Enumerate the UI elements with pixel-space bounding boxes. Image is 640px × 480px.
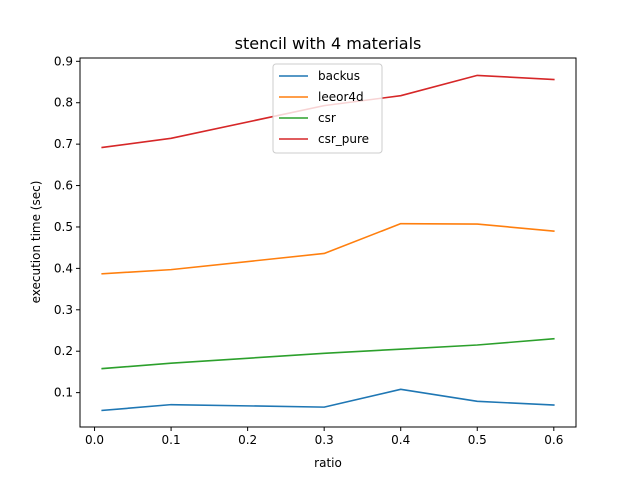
y-tick-label: 0.2 xyxy=(54,344,73,358)
x-tick-label: 0.4 xyxy=(391,433,410,447)
series-line-leeor4d xyxy=(101,222,555,275)
x-tick-label: 0.2 xyxy=(238,433,257,447)
x-tick-label: 0.3 xyxy=(315,433,334,447)
series-line-backus xyxy=(101,388,555,412)
x-tick-label: 0.0 xyxy=(85,433,104,447)
x-axis-label: ratio xyxy=(314,456,342,470)
x-tick-label: 0.6 xyxy=(544,433,563,447)
legend-label: csr_pure xyxy=(318,132,369,146)
y-tick-label: 0.5 xyxy=(54,220,73,234)
x-tick-label: 0.1 xyxy=(162,433,181,447)
y-tick-label: 0.7 xyxy=(54,137,73,151)
legend-label: backus xyxy=(318,69,360,83)
legend-label: leeor4d xyxy=(318,90,364,104)
y-tick-label: 0.4 xyxy=(54,261,73,275)
axis-ticks: 0.0 0.1 0.2 0.3 0.4 0.5 0.6 0.1 0.2 0.3 0.4 0.5 0.6 0… xyxy=(54,54,563,447)
chart-title: stencil with 4 materials xyxy=(235,34,422,53)
legend-box xyxy=(272,63,383,154)
y-tick-label: 0.1 xyxy=(54,386,73,400)
y-tick-label: 0.3 xyxy=(54,303,73,317)
y-tick-label: 0.9 xyxy=(54,54,73,68)
y-axis-label: execution time (sec) xyxy=(29,181,43,304)
y-tick-label: 0.6 xyxy=(54,179,73,193)
legend: backus leeor4d csr csr_pure xyxy=(272,63,383,154)
y-tick-label: 0.8 xyxy=(54,96,73,110)
legend-label: csr xyxy=(318,111,336,125)
x-tick-label: 0.5 xyxy=(468,433,487,447)
plot-area-frame xyxy=(79,57,577,428)
series-line-csr xyxy=(101,337,555,370)
